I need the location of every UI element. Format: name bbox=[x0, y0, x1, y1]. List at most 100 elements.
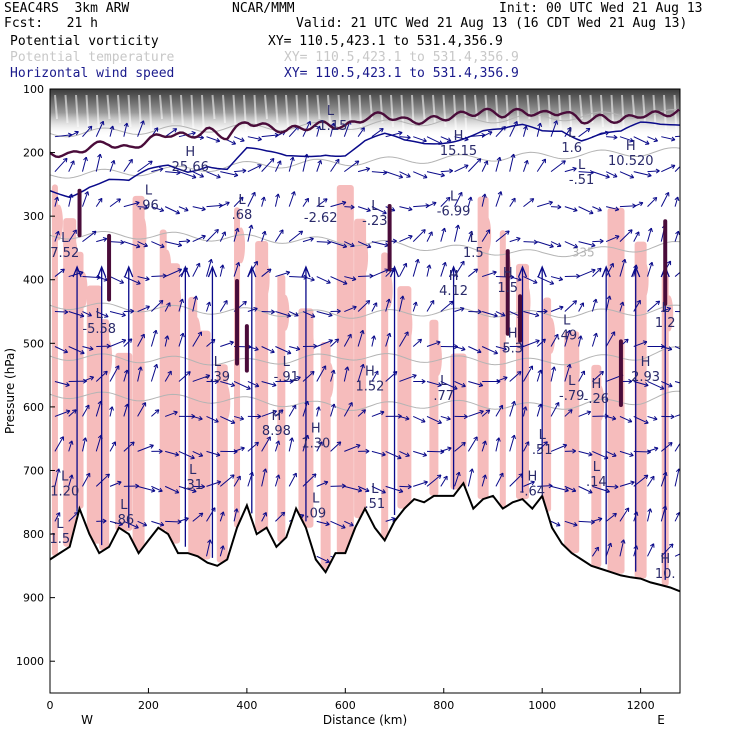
wind-vector bbox=[426, 300, 435, 312]
wind-isotach bbox=[50, 121, 680, 199]
wind-vector-head bbox=[650, 543, 655, 548]
wind-vector bbox=[233, 415, 244, 420]
wind-vector-head bbox=[123, 122, 129, 128]
hl-letter: L bbox=[568, 126, 576, 141]
wind-vector bbox=[495, 346, 507, 350]
wind-vector bbox=[164, 485, 179, 494]
wind-vector bbox=[274, 440, 280, 452]
wind-vector-head bbox=[193, 295, 198, 300]
wind-vector bbox=[385, 517, 396, 522]
pv-shaded-blob bbox=[522, 283, 531, 320]
wind-vector-head bbox=[502, 346, 507, 351]
wind-vector-head bbox=[612, 452, 617, 457]
wind-vector-head bbox=[443, 475, 448, 481]
wind-vector-head bbox=[331, 403, 336, 408]
wind-vector-head bbox=[325, 558, 330, 564]
y-tick-label: 800 bbox=[23, 528, 44, 541]
wind-vector-head bbox=[292, 472, 297, 478]
wind-vector bbox=[633, 202, 644, 208]
wind-vector bbox=[288, 437, 293, 452]
wind-vector bbox=[661, 164, 676, 173]
stratosphere-streak bbox=[285, 94, 289, 128]
wind-vector-head bbox=[492, 270, 497, 276]
wind-vector bbox=[220, 380, 235, 387]
wind-vector-head bbox=[407, 484, 412, 490]
wind-vector-head bbox=[229, 340, 234, 346]
wind-vector-head bbox=[254, 382, 260, 388]
wind-vector bbox=[509, 473, 523, 487]
wind-vector bbox=[137, 160, 153, 173]
wind-vector-head bbox=[190, 454, 195, 460]
wind-vector bbox=[550, 276, 563, 281]
wind-vector bbox=[522, 406, 527, 417]
wind-vector-head bbox=[341, 524, 346, 529]
hl-letter: L bbox=[214, 355, 222, 370]
wind-vector bbox=[371, 450, 386, 456]
wind-vector-head bbox=[533, 279, 538, 284]
wind-vector-head bbox=[408, 234, 413, 240]
hl-letter: H bbox=[185, 145, 195, 160]
wind-vector-head bbox=[528, 365, 534, 370]
wind-vector bbox=[454, 442, 466, 452]
wind-vector-head bbox=[234, 227, 240, 233]
hl-letter: H bbox=[365, 364, 375, 379]
wind-vector-head bbox=[485, 409, 491, 414]
wind-vector bbox=[302, 371, 315, 382]
wind-vector-head bbox=[524, 159, 529, 165]
wind-vector bbox=[109, 276, 124, 284]
wind-vector-head bbox=[201, 484, 205, 490]
wind-vector-head bbox=[152, 329, 158, 335]
wind-vector bbox=[578, 206, 594, 214]
wind-vector-head bbox=[556, 242, 562, 248]
plot-frame bbox=[49, 88, 681, 694]
wind-vector-head bbox=[386, 332, 392, 338]
wind-vector-head bbox=[461, 346, 466, 352]
wind-vector-head bbox=[628, 229, 633, 234]
wind-vector bbox=[674, 346, 680, 350]
wind-vector-head bbox=[606, 295, 612, 300]
wind-vector-head bbox=[381, 489, 386, 494]
wind-vector bbox=[233, 381, 251, 390]
wind-vector bbox=[288, 125, 299, 138]
wind-vector-head bbox=[548, 200, 553, 206]
hl-value: 1.2 bbox=[655, 316, 676, 331]
wind-vector bbox=[151, 275, 167, 278]
wind-vector-head bbox=[564, 487, 569, 493]
wind-vector bbox=[261, 512, 267, 522]
wind-vector-head bbox=[251, 191, 256, 197]
y-tick-label: 700 bbox=[23, 464, 44, 477]
wind-vector-head bbox=[611, 415, 617, 421]
wind-vector-head bbox=[335, 158, 340, 164]
wind-vector-head bbox=[216, 480, 222, 485]
stratosphere-streak bbox=[148, 94, 153, 136]
legend-xy-pv: XY= 110.5,423.1 to 531.4,356.9 bbox=[268, 34, 503, 49]
wind-vector-head bbox=[310, 276, 315, 282]
wind-vector-head bbox=[633, 264, 639, 269]
wind-vector bbox=[357, 330, 364, 347]
wind-vector bbox=[95, 473, 110, 487]
wind-vector-head bbox=[275, 474, 281, 479]
pv-shaded-blob bbox=[384, 272, 393, 309]
wind-vector-head bbox=[55, 230, 60, 236]
wind-vector bbox=[220, 415, 236, 424]
wind-vector-head bbox=[511, 434, 516, 440]
wind-vector bbox=[233, 196, 244, 207]
wind-vector bbox=[605, 512, 617, 522]
wind-vector bbox=[564, 330, 571, 347]
stratosphere-streak bbox=[390, 94, 394, 128]
wind-vector-head bbox=[524, 441, 530, 446]
hl-letter: L bbox=[145, 183, 153, 198]
init-time: Init: 00 UTC Wed 21 Aug 13 bbox=[499, 1, 703, 16]
wind-vector bbox=[316, 520, 330, 525]
wind-vector bbox=[344, 306, 357, 312]
hl-letter: L bbox=[56, 517, 64, 532]
pv-shaded-column bbox=[634, 241, 647, 579]
pv-shaded-blob bbox=[547, 317, 556, 354]
wind-vector-head bbox=[379, 128, 384, 133]
wind-vector-head bbox=[437, 419, 442, 425]
wind-vector bbox=[54, 231, 60, 242]
wind-vector-head bbox=[109, 406, 114, 411]
wind-vector-head bbox=[239, 415, 245, 421]
wind-vector bbox=[509, 401, 516, 417]
stratosphere-streak bbox=[169, 94, 174, 124]
